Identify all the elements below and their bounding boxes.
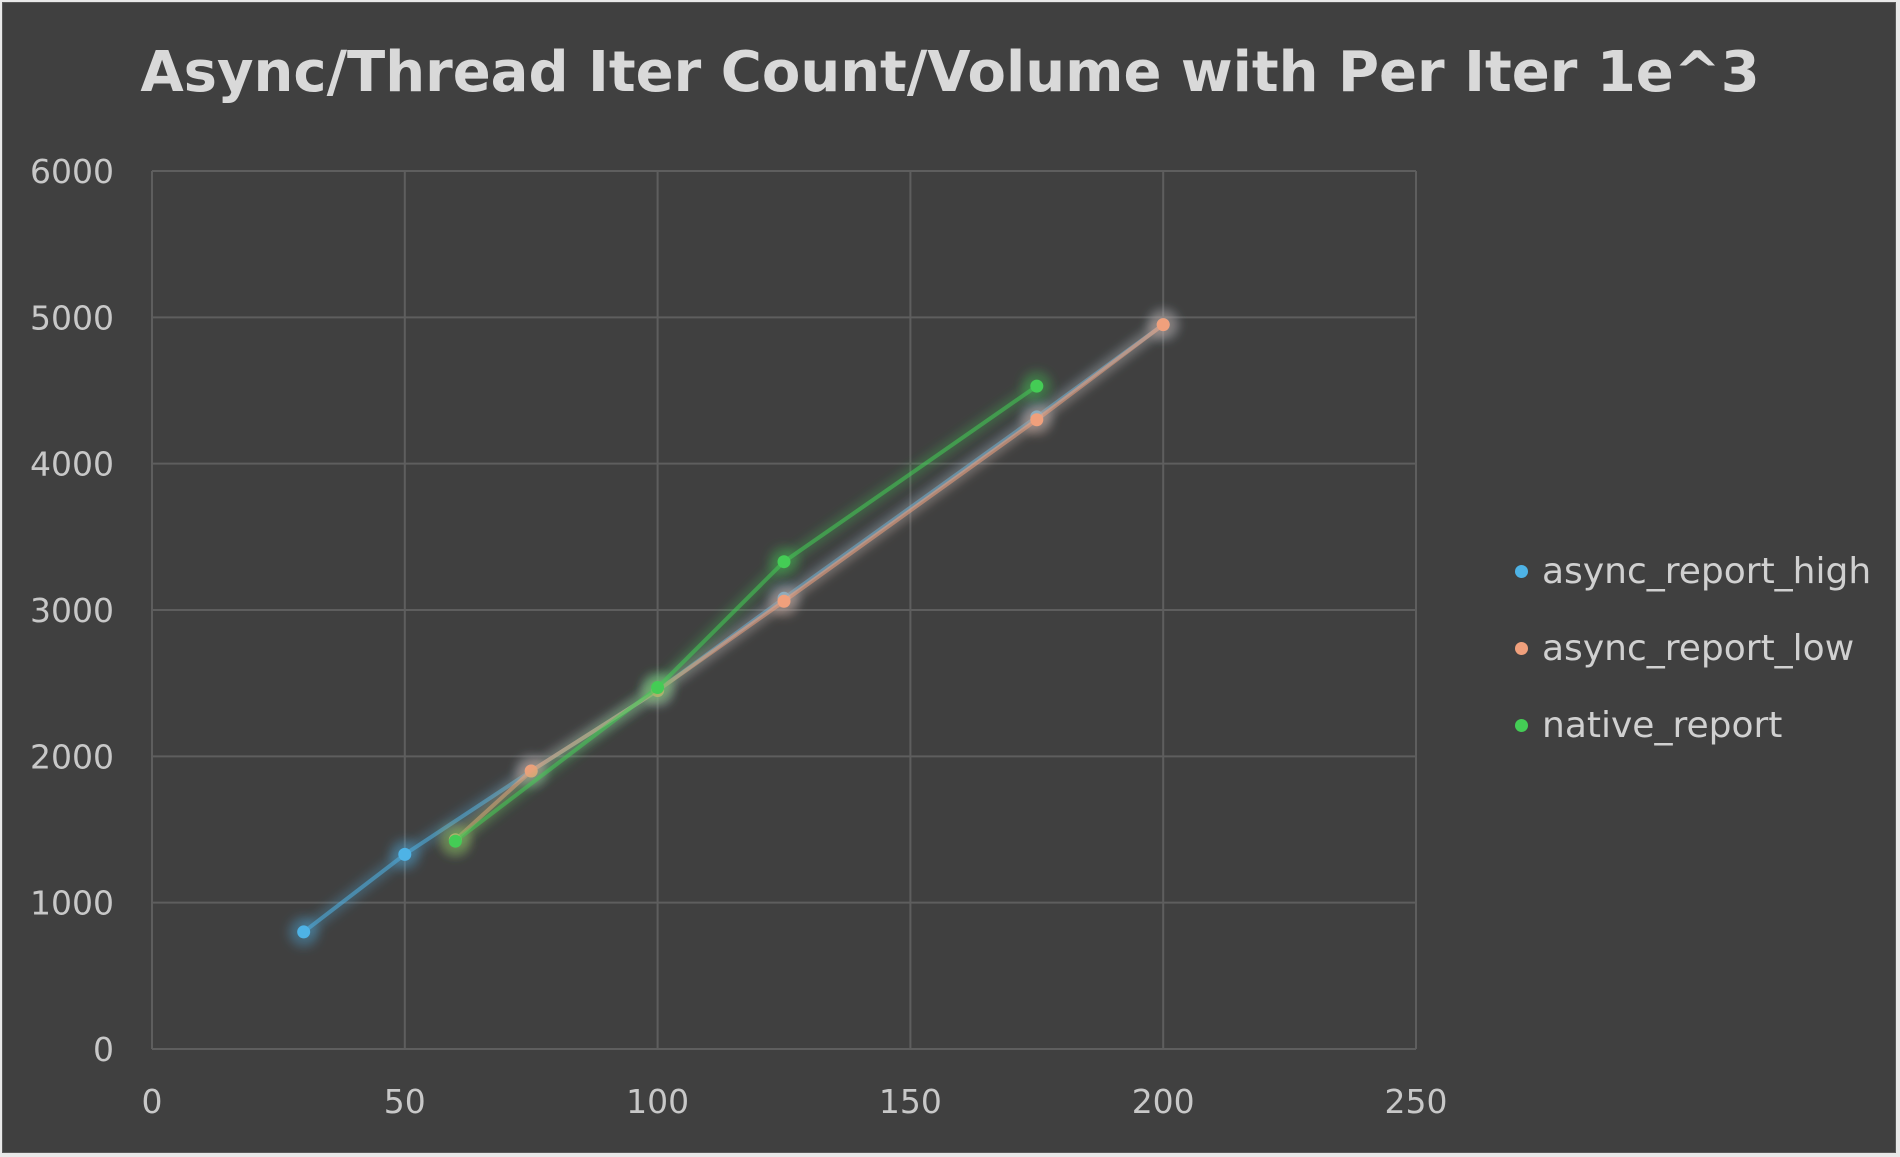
x-tick-label-4: 200	[1132, 1082, 1195, 1121]
legend-marker	[1515, 642, 1528, 655]
x-tick-label-3: 150	[879, 1082, 942, 1121]
y-tick-label-3: 3000	[30, 591, 114, 630]
data-point-async_report_high-0	[297, 925, 311, 939]
legend-label: native_report	[1542, 705, 1783, 746]
series-async_report_high	[288, 309, 1179, 947]
x-tick-label-1: 50	[384, 1082, 426, 1121]
legend-item-async_report_low: async_report_low	[1515, 610, 1871, 687]
data-point-async_report_low-3	[777, 594, 791, 608]
x-tick-label-2: 100	[626, 1082, 689, 1121]
legend-marker	[1515, 719, 1528, 732]
data-point-native_report-3	[1030, 379, 1044, 393]
legend: async_report_high async_report_low native_…	[1515, 533, 1871, 764]
legend-item-native_report: native_report	[1515, 687, 1871, 764]
chart-title: Async/Thread Iter Count/Volume with Per …	[140, 40, 1760, 105]
data-point-async_report_high-1	[398, 847, 412, 861]
y-tick-label-0: 0	[93, 1030, 114, 1069]
y-tick-label-6: 6000	[30, 152, 114, 191]
x-tick-label-0: 0	[142, 1082, 163, 1121]
y-tick-label-4: 4000	[30, 445, 114, 484]
legend-item-async_report_high: async_report_high	[1515, 533, 1871, 610]
data-point-async_report_low-5	[1156, 318, 1170, 332]
gridlines	[151, 170, 1417, 1050]
x-tick-label-5: 250	[1385, 1082, 1448, 1121]
y-tick-label-1: 1000	[30, 884, 114, 923]
data-point-async_report_low-4	[1030, 413, 1044, 427]
legend-label: async_report_high	[1542, 551, 1872, 592]
data-point-native_report-2	[777, 555, 791, 569]
y-axis-tick-labels: 0 1000 2000 3000 4000 5000 6000	[30, 152, 114, 1069]
legend-marker	[1515, 565, 1528, 578]
series-line-native_report	[453, 384, 1039, 844]
series-native_report	[440, 371, 1052, 857]
series-line-async_report_low	[453, 322, 1166, 842]
x-axis-tick-labels: 0 50 100 150 200 250	[142, 1082, 1448, 1121]
series-layer	[288, 309, 1179, 947]
data-point-native_report-0	[448, 834, 462, 848]
y-tick-label-2: 2000	[30, 737, 114, 776]
data-point-native_report-1	[651, 681, 665, 695]
y-tick-label-5: 5000	[30, 298, 114, 337]
legend-label: async_report_low	[1542, 628, 1855, 669]
